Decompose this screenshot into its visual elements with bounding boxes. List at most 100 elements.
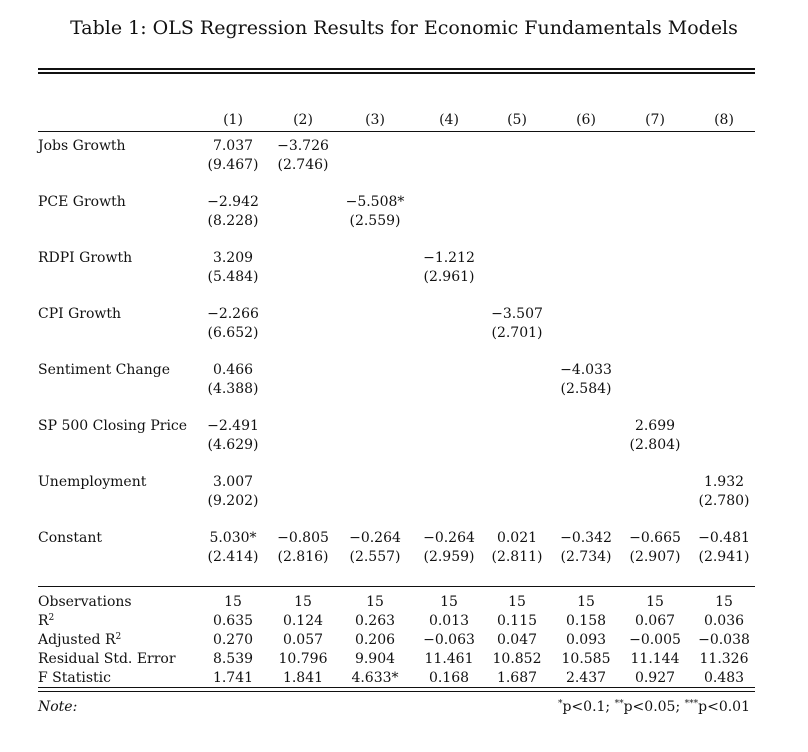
column-header: (5) xyxy=(507,112,527,128)
standard-error: (8.228) xyxy=(207,213,259,229)
stat-value: 15 xyxy=(224,594,242,610)
standard-error: (2.734) xyxy=(560,549,612,565)
coefficient-value: −0.805 xyxy=(277,530,329,546)
stat-value: 0.927 xyxy=(634,670,676,686)
stat-value: 0.124 xyxy=(282,613,324,629)
stat-value: −0.038 xyxy=(698,632,750,648)
coefficient-value: 3.209 xyxy=(212,250,254,266)
standard-error: (9.202) xyxy=(207,493,259,509)
coefficient-value: −0.264 xyxy=(423,530,475,546)
stat-value: −0.063 xyxy=(423,632,475,648)
stat-label: F Statistic xyxy=(38,670,111,686)
coefficient-value: −0.264 xyxy=(349,530,401,546)
stat-label: Residual Std. Error xyxy=(38,651,176,667)
coefficient-value: −2.491 xyxy=(207,418,259,434)
coefficient-value: 3.007 xyxy=(212,474,254,490)
stat-value: 1.687 xyxy=(496,670,538,686)
standard-error: (2.961) xyxy=(423,269,475,285)
standard-error: (9.467) xyxy=(207,157,259,173)
coefficient-value: −3.507 xyxy=(491,306,543,322)
column-header: (2) xyxy=(293,112,313,128)
stat-value: 0.158 xyxy=(565,613,607,629)
stat-value: 0.067 xyxy=(634,613,676,629)
coefficient-value: −2.942 xyxy=(207,194,259,210)
row-label: Constant xyxy=(38,530,102,546)
standard-error: (2.811) xyxy=(491,549,543,565)
top-rule-1 xyxy=(38,68,755,70)
coefficient-value: −1.212 xyxy=(423,250,475,266)
top-rule-2 xyxy=(38,72,755,74)
note-label: Note: xyxy=(38,699,78,715)
row-label: PCE Growth xyxy=(38,194,126,210)
significance-threshold: p<0.05; xyxy=(623,699,685,715)
coefficient-value: −0.342 xyxy=(560,530,612,546)
stat-label-superscript: 2 xyxy=(48,613,55,623)
stat-value: 0.270 xyxy=(212,632,254,648)
stat-value: 1.741 xyxy=(212,670,254,686)
stat-value: 15 xyxy=(577,594,595,610)
standard-error: (2.557) xyxy=(349,549,401,565)
stat-value: 15 xyxy=(715,594,733,610)
stat-label-superscript: 2 xyxy=(115,632,122,642)
standard-error: (5.484) xyxy=(207,269,259,285)
standard-error: (2.414) xyxy=(207,549,259,565)
coefficient-value: −4.033 xyxy=(560,362,612,378)
stat-value: −0.005 xyxy=(629,632,681,648)
stat-value: 11.461 xyxy=(424,651,474,667)
column-header: (7) xyxy=(645,112,665,128)
significance-threshold: p<0.01 xyxy=(698,699,750,715)
row-label: RDPI Growth xyxy=(38,250,133,266)
stat-value: 11.326 xyxy=(699,651,749,667)
significance-stars: *** xyxy=(684,699,699,709)
bottom-rule-2 xyxy=(38,691,755,693)
header-rule xyxy=(38,131,755,132)
stat-value: 0.093 xyxy=(565,632,607,648)
coefficient-value: −0.665 xyxy=(629,530,681,546)
standard-error: (2.941) xyxy=(698,549,750,565)
standard-error: (2.701) xyxy=(491,325,543,341)
stat-value: 15 xyxy=(646,594,664,610)
standard-error: (2.959) xyxy=(423,549,475,565)
bottom-rule-1 xyxy=(38,687,755,689)
stat-value: 0.206 xyxy=(354,632,396,648)
coefficient-value: 2.699 xyxy=(634,418,676,434)
stat-value: 0.057 xyxy=(282,632,324,648)
significance-stars: * xyxy=(557,699,563,709)
coefficient-value: 7.037 xyxy=(212,138,254,154)
coefficient-value: −3.726 xyxy=(277,138,329,154)
stats-rule xyxy=(38,586,755,587)
coefficient-value: 0.466 xyxy=(212,362,254,378)
stat-value: 0.483 xyxy=(703,670,745,686)
table-title: Table 1: OLS Regression Results for Econ… xyxy=(70,17,738,39)
stat-value: 9.904 xyxy=(354,651,396,667)
stat-value: 8.539 xyxy=(212,651,254,667)
standard-error: (2.746) xyxy=(277,157,329,173)
coefficient-value: 0.021 xyxy=(496,530,538,546)
standard-error: (2.816) xyxy=(277,549,329,565)
significance-threshold: p<0.1; xyxy=(562,699,615,715)
stat-value: 0.115 xyxy=(496,613,538,629)
stat-label-text: R xyxy=(38,613,49,629)
row-label: SP 500 Closing Price xyxy=(38,418,188,434)
column-header: (8) xyxy=(714,112,734,128)
stat-value: 11.144 xyxy=(630,651,680,667)
row-label: Jobs Growth xyxy=(38,138,126,154)
coefficient-value: −2.266 xyxy=(207,306,259,322)
coefficient-value: 5.030* xyxy=(209,530,257,546)
stat-label: Adjusted R2 xyxy=(38,631,121,649)
standard-error: (2.584) xyxy=(560,381,612,397)
stat-value: 4.633* xyxy=(351,670,399,686)
stat-value: 2.437 xyxy=(565,670,607,686)
stat-value: 15 xyxy=(440,594,458,610)
stat-value: 10.585 xyxy=(561,651,611,667)
stat-value: 15 xyxy=(508,594,526,610)
stat-value: 15 xyxy=(366,594,384,610)
coefficient-value: 1.932 xyxy=(703,474,745,490)
stat-value: 0.047 xyxy=(496,632,538,648)
row-label: CPI Growth xyxy=(38,306,122,322)
significance-stars: ** xyxy=(614,699,624,709)
column-header: (3) xyxy=(365,112,385,128)
coefficient-value: −5.508* xyxy=(345,194,405,210)
stat-value: 10.852 xyxy=(492,651,542,667)
stat-label-text: Adjusted R xyxy=(38,632,116,648)
